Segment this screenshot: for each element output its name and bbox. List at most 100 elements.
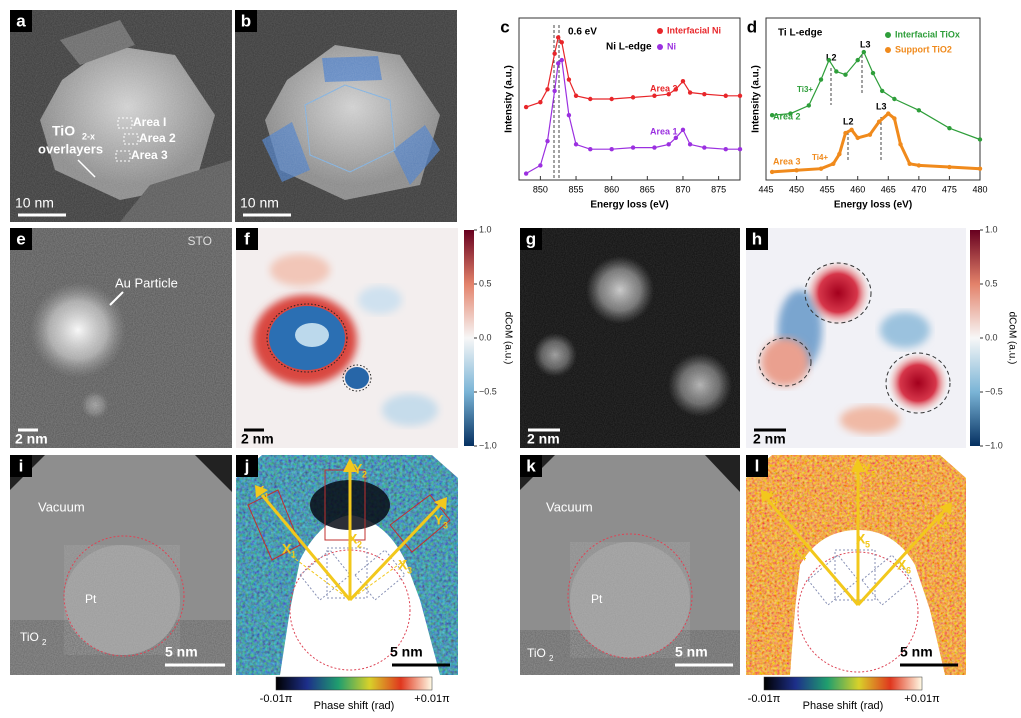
image-annotation: 5 (871, 469, 876, 479)
scale-bar-label: 2 nm (241, 431, 274, 447)
image-annotation: Area I (133, 115, 166, 129)
image-annotation: 6 (906, 565, 911, 575)
image-annotation: Y (934, 512, 944, 528)
image-annotation: Y (764, 488, 774, 504)
chart-annotation: L3 (860, 39, 871, 49)
panel-label-box (10, 455, 32, 477)
plot-frame-d (765, 17, 981, 181)
image-annotation: Y (353, 461, 363, 477)
image-annotation: X (398, 557, 408, 573)
panel-label: e (16, 229, 25, 248)
scale-bar-label: 5 nm (390, 644, 423, 660)
legend-label: Ni (667, 41, 676, 51)
scale-bar-label: 5 nm (165, 644, 198, 660)
colorbar-label: Phase shift (rad) (314, 700, 395, 712)
chart-annotation: L2 (826, 52, 837, 62)
data-point (977, 137, 983, 142)
scale-bar-label: 10 nm (240, 195, 279, 211)
data-point (843, 72, 848, 77)
legend-label: Interfacial TiOx (895, 29, 960, 39)
x-axis-label: Energy loss (eV) (834, 200, 912, 211)
data-point (552, 88, 557, 94)
series-line (525, 58, 740, 175)
data-point (855, 57, 860, 63)
data-point (849, 127, 854, 132)
data-point (879, 88, 885, 94)
data-point (559, 40, 564, 45)
colorbar-label: dCoM (a.u.) (1006, 312, 1017, 365)
data-point (769, 113, 775, 118)
panel-a-image (10, 10, 232, 222)
annotation-lines (553, 25, 882, 178)
data-point (892, 116, 897, 121)
chart-annotation: Ti3+ (797, 85, 813, 94)
scale-bar-label: 2 nm (527, 431, 560, 447)
image-annotation: overlayers (38, 141, 103, 156)
data-point (806, 103, 811, 108)
image-annotation: 6 (943, 520, 948, 530)
data-point (826, 57, 832, 63)
panel-g-image (520, 228, 740, 448)
data-point (552, 51, 557, 56)
image-annotation: 1 (264, 491, 269, 501)
scale-bar-label: 2 nm (753, 431, 786, 447)
data-point (916, 108, 922, 113)
plot-frame-c (518, 17, 741, 181)
image-annotation: TiO (527, 646, 546, 660)
data-point (680, 78, 686, 84)
data-point (907, 161, 912, 166)
colorbar-tick-label: −1.0 (985, 440, 1003, 450)
data-point (588, 96, 593, 102)
panel-label-box (520, 455, 542, 477)
chart-annotation: Area 2 (650, 83, 678, 93)
x-tick-label: 480 (972, 184, 987, 194)
panel-label: a (16, 11, 26, 30)
image-annotation: X (897, 557, 907, 573)
colorbar-tick-label: 0.0 (985, 332, 998, 342)
image-annotation: TiO (52, 123, 75, 139)
data-point (947, 164, 952, 170)
data-point (630, 95, 636, 100)
image-annotation: Y (255, 483, 265, 499)
data-point (566, 77, 572, 82)
x-tick-label: 860 (604, 184, 619, 194)
scale-bar-label: 10 nm (15, 195, 54, 211)
image-annotation: 5 (865, 539, 870, 549)
data-point (870, 70, 876, 76)
image-annotation: X (792, 544, 802, 560)
image-annotation: Y (434, 512, 444, 528)
scale-bar-label: 2 nm (15, 431, 48, 447)
x-tick-label: 450 (789, 184, 804, 194)
data-point (834, 69, 839, 74)
x-tick-label: 465 (881, 184, 896, 194)
panel-b-image (235, 10, 457, 222)
image-annotation: X (348, 531, 358, 547)
panel-j-image (236, 455, 458, 691)
data-point (545, 138, 550, 144)
data-point (566, 113, 572, 118)
data-point (559, 57, 564, 63)
data-point (737, 93, 743, 98)
image-annotation: 3 (407, 565, 412, 575)
data-point (702, 91, 707, 97)
x-tick-label: 445 (758, 184, 773, 194)
data-point (609, 96, 614, 102)
data-point (523, 104, 529, 110)
chart-annotation: L3 (876, 101, 887, 111)
image-annotation: Y (862, 461, 872, 477)
image-annotation: 2 (357, 539, 362, 549)
data-point (545, 87, 550, 92)
image-annotation: 2 (362, 469, 367, 479)
image-annotation: 4 (773, 496, 778, 506)
colorbar-min-label: -0.01π (748, 693, 781, 705)
data-point (818, 77, 824, 82)
chart-annotation: Area 1 (650, 126, 678, 136)
colorbar-tick-label: 0.5 (985, 278, 998, 288)
panel-e-image (10, 228, 232, 448)
colorbar-tick-label: −0.5 (479, 386, 497, 396)
image-annotation: Vacuum (546, 499, 593, 514)
data-point (892, 96, 897, 102)
image-annotation: Area 2 (139, 131, 176, 145)
panel-label: h (752, 229, 762, 248)
image-annotation: 2 (549, 654, 554, 663)
